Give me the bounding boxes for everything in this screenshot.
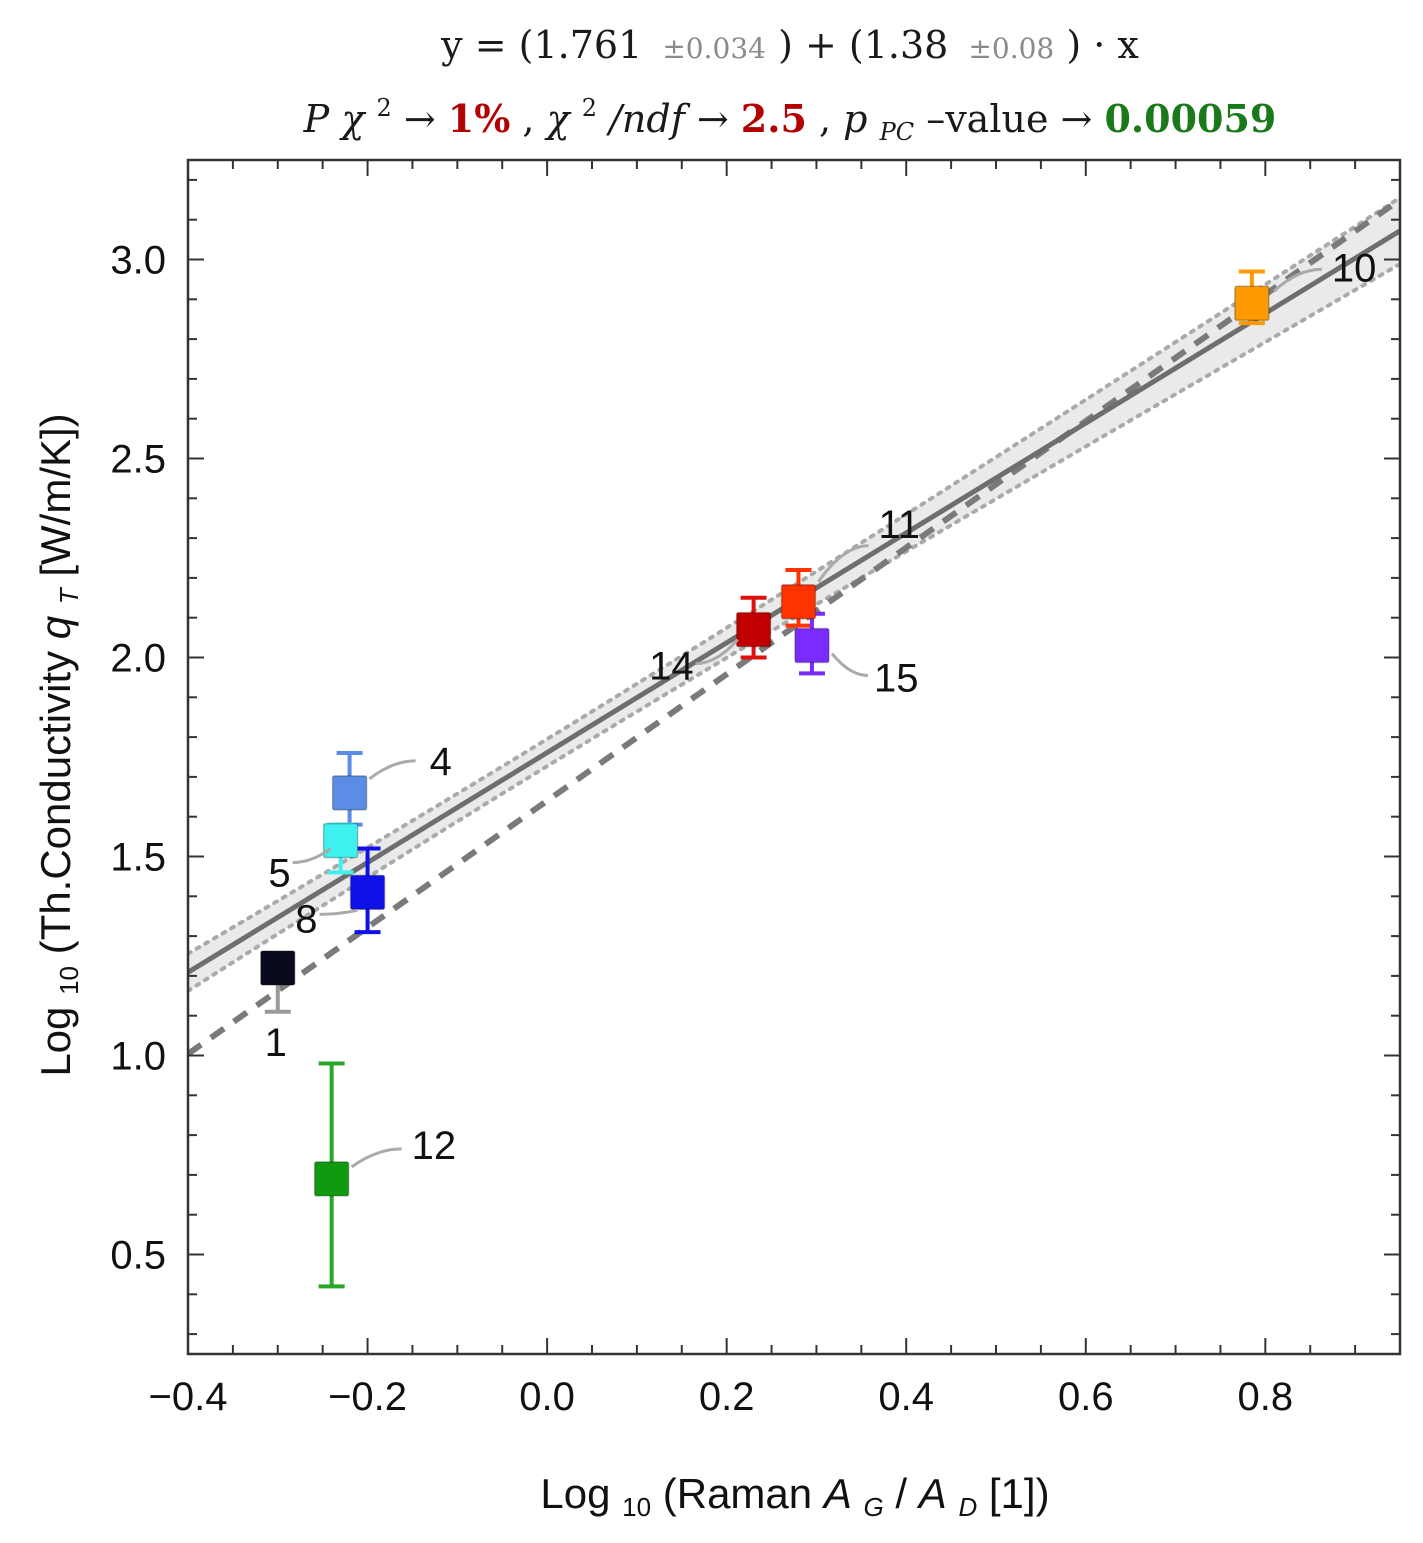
y-tick-label: 3.0 — [110, 239, 166, 283]
axis-ticks — [187, 160, 1401, 1354]
point-marker-10 — [1234, 285, 1270, 322]
label-leader-5 — [292, 847, 332, 865]
point-label-8: 8 — [295, 897, 317, 941]
label-leader-15 — [830, 652, 869, 678]
plot-frame — [186, 158, 1402, 1356]
label-leader-4 — [368, 759, 416, 781]
point-label-11: 11 — [878, 503, 920, 547]
y-tick-label: 0.5 — [110, 1234, 166, 1278]
y-tick-label: 1.0 — [110, 1035, 166, 1079]
label-leader-8 — [319, 908, 358, 916]
x-tick-label: 0.6 — [1058, 1375, 1114, 1419]
point-marker-4 — [331, 775, 368, 811]
label-leader-10 — [1272, 267, 1322, 293]
y-tick-label: 1.5 — [110, 836, 166, 880]
point-marker-8 — [349, 874, 386, 911]
point-marker-1 — [260, 950, 296, 986]
point-label-4: 4 — [430, 740, 452, 784]
point-label-14: 14 — [649, 645, 694, 689]
label-leader-12 — [350, 1147, 402, 1169]
x-axis-label: Log 10 (Raman A G / A D [1]) — [540, 1470, 1049, 1525]
point-marker-14 — [735, 611, 772, 648]
y-axis-label: Log 10 (Th.Conductivity q T [W/m/K]) — [32, 413, 87, 1076]
x-tick-label: 0.0 — [519, 1375, 575, 1419]
data-points — [260, 285, 1270, 1197]
point-marker-12 — [313, 1161, 350, 1197]
point-marker-5 — [322, 822, 359, 859]
tick-labels: −0.4 −0.2 0.0 0.2 0.4 0.6 0.8 0.5 1.0 1.5 2.0 2.5 3.… — [110, 239, 1293, 1420]
point-label-1: 1 — [265, 1021, 287, 1065]
y-tick-label: 2.5 — [110, 438, 166, 482]
fit-equation: y = (1.761 ±0.034 ) + (1.38 ±0.08 ) · x — [440, 23, 1139, 67]
point-marker-11 — [780, 584, 817, 620]
point-label-10: 10 — [1332, 246, 1377, 290]
point-label-15: 15 — [874, 657, 919, 701]
point-label-5: 5 — [268, 852, 290, 896]
label-leader-11 — [817, 544, 869, 583]
x-tick-label: −0.4 — [149, 1375, 228, 1419]
point-label-12: 12 — [412, 1124, 457, 1168]
x-tick-label: 0.8 — [1238, 1375, 1294, 1419]
p-chi2-value: 1% — [448, 96, 511, 141]
fit-statistics: P χ 2 → 1% , χ 2 /ndf → 2.5 , p PC –valu… — [303, 81, 1277, 149]
x-tick-label: 0.4 — [878, 1375, 934, 1419]
x-tick-label: −0.2 — [328, 1375, 407, 1419]
fit-upper-bound — [188, 195, 1400, 956]
chi2-ndf-value: 2.5 — [741, 96, 807, 141]
p-pc-value: 0.00059 — [1104, 96, 1276, 141]
x-tick-label: 0.2 — [699, 1375, 755, 1419]
label-leader-14 — [695, 638, 739, 666]
point-marker-15 — [794, 627, 830, 664]
y-tick-label: 2.0 — [110, 637, 166, 681]
